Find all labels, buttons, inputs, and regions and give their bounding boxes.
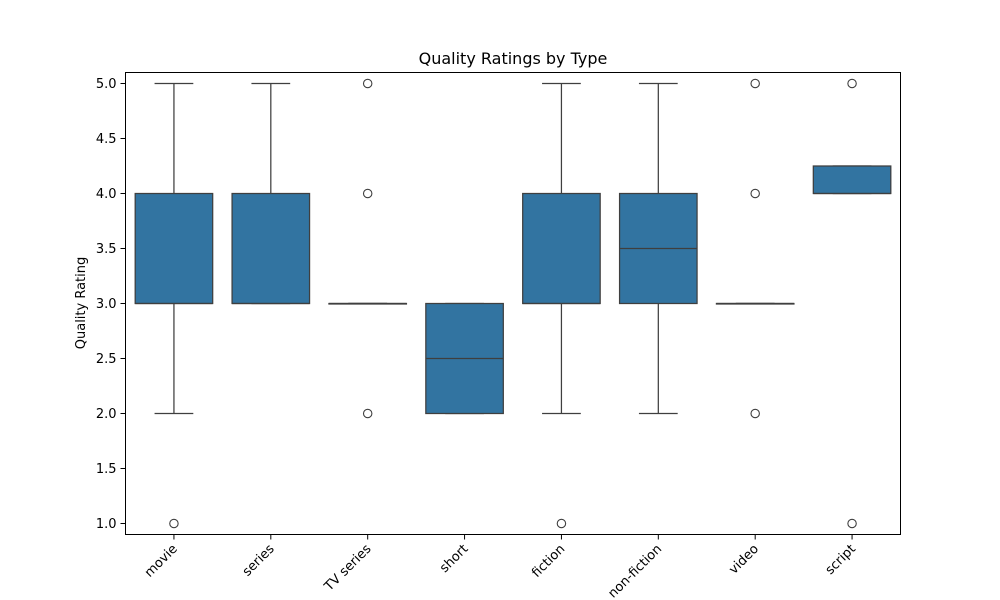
outlier-point: [362, 408, 373, 419]
box-iqr: [231, 192, 311, 305]
outlier-point: [169, 518, 179, 529]
outlier-point: [847, 518, 857, 529]
outlier-point: [750, 408, 760, 419]
box-iqr: [134, 192, 214, 305]
outlier-point: [750, 78, 760, 89]
x-tick-label: video: [726, 542, 762, 578]
y-axis-label: Quality Rating: [74, 257, 89, 350]
plot-frame: [125, 72, 901, 535]
y-tick-label: 1.5: [96, 462, 117, 477]
box-short: [425, 302, 504, 415]
y-tick-label: 2.0: [96, 407, 117, 422]
x-tick-label: fiction: [529, 542, 568, 581]
box-script: [812, 78, 892, 529]
y-axis: 1.0 1.5 2.0 2.5 3.0 3.5 4.0 4.5 5.0: [96, 77, 126, 532]
y-tick-label: 3.0: [96, 297, 117, 312]
x-tick-label: TV series: [321, 542, 375, 596]
outlier-point: [362, 188, 373, 199]
box-iqr: [522, 192, 601, 305]
outlier-point: [556, 518, 567, 529]
box-iqr: [812, 165, 892, 195]
box-tv-series: [328, 78, 408, 419]
chart-title: Quality Ratings by Type: [419, 49, 608, 68]
x-tick-label: movie: [142, 542, 181, 581]
box-fiction: [522, 82, 601, 529]
x-tick-label: non-fiction: [605, 542, 665, 600]
y-tick-label: 5.0: [96, 77, 117, 92]
y-tick-label: 3.5: [96, 242, 117, 257]
x-axis: movie series TV series short fiction non-fict…: [142, 534, 859, 600]
x-tick-label: series: [240, 542, 278, 580]
y-tick-label: 4.5: [96, 132, 117, 147]
box-non-fiction: [618, 82, 698, 415]
box-series: [134, 78, 892, 529]
y-tick-label: 4.0: [96, 187, 117, 202]
outlier-point: [847, 78, 857, 89]
box-video: [715, 78, 795, 419]
outlier-point: [362, 78, 373, 89]
y-tick-label: 1.0: [96, 517, 117, 532]
x-tick-label: script: [823, 542, 859, 578]
outlier-point: [750, 188, 760, 199]
y-tick-label: 2.5: [96, 352, 117, 367]
x-tick-label: short: [437, 542, 471, 576]
box-series: [231, 82, 311, 305]
box-movie: [134, 82, 214, 529]
